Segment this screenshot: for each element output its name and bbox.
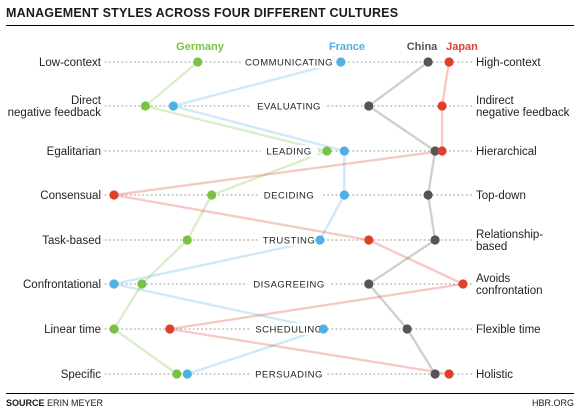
dimension-label-bg bbox=[260, 145, 318, 157]
right-label-persuading: Holistic bbox=[476, 369, 513, 381]
point-japan-persuading bbox=[444, 369, 454, 379]
right-label-deciding: Top-down bbox=[476, 190, 526, 202]
legend: Germany France China Japan bbox=[176, 41, 478, 53]
source-line: SOURCE ERIN MEYER bbox=[6, 398, 103, 408]
dimension-label-communicating: COMMUNICATING bbox=[245, 58, 333, 69]
dimension-label-deciding: DECIDING bbox=[264, 191, 314, 202]
right-label-trusting: Relationship-based bbox=[476, 229, 543, 253]
point-france-communicating bbox=[336, 57, 346, 67]
point-china-leading bbox=[430, 146, 440, 156]
point-germany-communicating bbox=[193, 57, 203, 67]
point-germany-disagreeing bbox=[137, 279, 147, 289]
point-japan-evaluating bbox=[437, 101, 447, 111]
left-label-communicating: Low-context bbox=[39, 57, 102, 69]
dimension-label-persuading: PERSUADING bbox=[255, 370, 323, 381]
point-japan-scheduling bbox=[165, 324, 175, 334]
point-china-evaluating bbox=[364, 101, 374, 111]
source-label: SOURCE bbox=[6, 398, 45, 408]
dimension-label-disagreeing: DISAGREEING bbox=[253, 280, 325, 291]
row-labels: Low-context High-context COMMUNICATING Dire… bbox=[8, 56, 570, 381]
legend-france: France bbox=[329, 41, 365, 53]
point-germany-leading bbox=[322, 146, 332, 156]
point-germany-scheduling bbox=[109, 324, 119, 334]
point-germany-persuading bbox=[172, 369, 182, 379]
source-name: ERIN MEYER bbox=[47, 398, 104, 408]
dimension-label-bg bbox=[251, 323, 327, 335]
point-germany-trusting bbox=[182, 235, 192, 245]
legend-japan: Japan bbox=[446, 41, 478, 53]
point-germany-deciding bbox=[207, 190, 217, 200]
point-china-disagreeing bbox=[364, 279, 374, 289]
series-line-japan bbox=[112, 61, 465, 376]
right-label-scheduling: Flexible time bbox=[476, 324, 541, 336]
point-japan-disagreeing bbox=[458, 279, 468, 289]
point-china-deciding bbox=[423, 190, 433, 200]
dimension-label-bg bbox=[251, 100, 327, 112]
point-japan-deciding bbox=[109, 190, 119, 200]
legend-china: China bbox=[407, 41, 438, 53]
dimension-label-scheduling: SCHEDULING bbox=[255, 325, 322, 336]
series-line-china bbox=[367, 61, 437, 375]
dimension-label-bg bbox=[251, 368, 327, 380]
right-label-communicating: High-context bbox=[476, 57, 541, 69]
left-label-scheduling: Linear time bbox=[44, 324, 101, 336]
chart-title: MANAGEMENT STYLES ACROSS FOUR DIFFERENT … bbox=[6, 6, 399, 20]
point-france-trusting bbox=[315, 235, 325, 245]
point-japan-trusting bbox=[364, 235, 374, 245]
dimension-label-trusting: TRUSTING bbox=[263, 236, 316, 247]
point-france-disagreeing bbox=[109, 279, 119, 289]
series-lines bbox=[112, 60, 465, 376]
dimension-label-bg bbox=[247, 278, 331, 290]
point-france-persuading bbox=[182, 369, 192, 379]
point-china-persuading bbox=[430, 369, 440, 379]
left-label-evaluating: Direct negative feedback bbox=[8, 95, 102, 119]
right-label-disagreeing: Avoids confrontation bbox=[476, 273, 543, 297]
point-china-communicating bbox=[423, 57, 433, 67]
dimension-label-bg bbox=[257, 189, 321, 201]
legend-germany: Germany bbox=[176, 41, 225, 53]
right-label-evaluating: Indirect negative feedback bbox=[476, 95, 570, 119]
series-line-germany bbox=[112, 61, 329, 375]
point-japan-leading bbox=[437, 146, 447, 156]
point-germany-evaluating bbox=[140, 101, 151, 111]
series-markers bbox=[109, 57, 468, 379]
dimension-label-bg bbox=[241, 56, 337, 68]
right-label-leading: Hierarchical bbox=[476, 146, 537, 158]
publisher-name: HBR.ORG bbox=[531, 398, 574, 408]
title-rule bbox=[6, 25, 574, 26]
footer-rule bbox=[6, 393, 574, 394]
dimension-label-evaluating: EVALUATING bbox=[257, 102, 321, 113]
dimension-label-bg bbox=[257, 234, 321, 246]
left-label-persuading: Specific bbox=[61, 369, 102, 381]
dimension-label-leading: LEADING bbox=[266, 147, 311, 158]
point-china-scheduling bbox=[402, 324, 412, 334]
point-japan-communicating bbox=[444, 57, 454, 67]
point-france-leading bbox=[339, 146, 349, 156]
point-france-evaluating bbox=[168, 101, 178, 111]
left-label-trusting: Task-based bbox=[42, 235, 101, 247]
point-france-deciding bbox=[339, 190, 349, 200]
series-line-france bbox=[112, 60, 346, 376]
point-france-scheduling bbox=[318, 324, 328, 334]
left-label-deciding: Consensual bbox=[40, 190, 101, 202]
left-label-disagreeing: Confrontational bbox=[23, 279, 101, 291]
left-label-leading: Egalitarian bbox=[47, 146, 101, 158]
point-china-trusting bbox=[430, 235, 440, 245]
